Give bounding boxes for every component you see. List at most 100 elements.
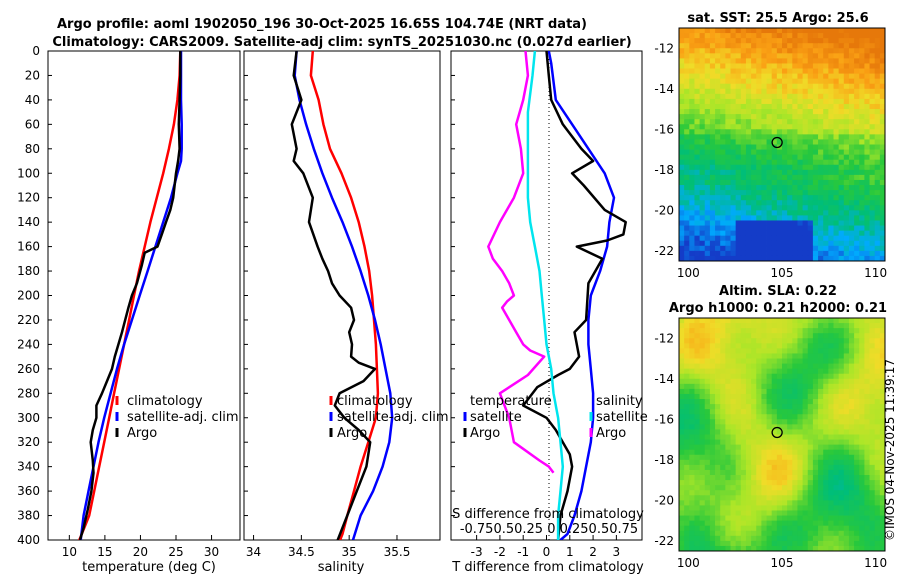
heatmap-cell — [720, 73, 726, 80]
heatmap-cell — [812, 490, 819, 496]
heatmap-cell — [823, 169, 829, 176]
heatmap-cell — [684, 144, 690, 150]
heatmap-cell — [864, 43, 870, 49]
heatmap-cell — [725, 515, 731, 522]
x-tick-label: 35 — [342, 545, 357, 559]
heatmap-cell — [735, 58, 742, 64]
heatmap-cell — [699, 399, 706, 405]
heatmap-cell — [735, 139, 742, 145]
heatmap-cell — [869, 98, 876, 105]
heatmap-cell — [869, 515, 876, 522]
heatmap-cell — [751, 469, 757, 476]
heatmap-cell — [818, 88, 824, 95]
heatmap-cell — [776, 545, 783, 551]
heatmap-cell — [848, 480, 855, 486]
heatmap-cell — [715, 240, 721, 247]
heatmap-cell — [823, 210, 829, 216]
heatmap-cell — [745, 475, 752, 481]
heatmap-cell — [756, 119, 762, 125]
heatmap-cell — [854, 469, 860, 476]
heatmap-cell — [689, 240, 695, 247]
heatmap-cell — [848, 38, 855, 44]
heatmap-cell — [869, 454, 876, 461]
t-difference-xlabel: T difference from climatology — [451, 560, 644, 575]
heatmap-cell — [745, 68, 752, 74]
heatmap-cell — [771, 114, 778, 120]
heatmap-cell — [818, 500, 824, 506]
heatmap-cell — [792, 520, 798, 527]
heatmap-cell — [720, 119, 726, 125]
heatmap-cell — [792, 368, 798, 375]
heatmap-cell — [709, 190, 716, 196]
heatmap-cell — [823, 358, 829, 364]
heatmap-cell — [838, 220, 845, 226]
heatmap-cell — [787, 48, 793, 54]
heatmap-cell — [838, 255, 845, 261]
heatmap-cell — [854, 164, 860, 171]
heatmap-cell — [812, 338, 819, 344]
heatmap-cell — [792, 103, 798, 110]
heatmap-cell — [859, 535, 865, 542]
heatmap-cell — [720, 103, 726, 110]
heatmap-cell — [730, 124, 737, 130]
heatmap-cell — [859, 368, 865, 375]
heatmap-cell — [879, 28, 885, 34]
heatmap-cell — [843, 495, 850, 501]
heatmap-cell — [761, 545, 767, 551]
heatmap-cell — [735, 434, 742, 440]
heatmap-cell — [704, 73, 711, 80]
heatmap-cell — [792, 179, 798, 186]
heatmap-cell — [735, 373, 742, 380]
heatmap-cell — [797, 464, 803, 471]
heatmap-cell — [792, 114, 798, 120]
heatmap-cell — [715, 383, 721, 390]
heatmap-cell — [879, 515, 885, 522]
heatmap-cell — [720, 530, 726, 537]
heatmap-cell — [766, 139, 773, 145]
heatmap-cell — [818, 144, 824, 150]
heatmap-cell — [725, 103, 731, 110]
heatmap-cell — [751, 399, 757, 405]
heatmap-cell — [874, 378, 881, 385]
heatmap-cell — [709, 33, 716, 39]
heatmap-cell — [740, 149, 747, 156]
heatmap-cell — [782, 164, 788, 171]
heatmap-cell — [730, 495, 737, 501]
heatmap-cell — [751, 459, 757, 466]
salinity-xlabel: salinity — [318, 560, 365, 575]
heatmap-cell — [689, 343, 695, 349]
heatmap-cell — [869, 195, 876, 201]
heatmap-cell — [725, 134, 731, 140]
heatmap-cell — [751, 353, 757, 359]
heatmap-cell — [859, 179, 865, 186]
heatmap-cell — [776, 240, 783, 247]
heatmap-cell — [679, 245, 685, 252]
heatmap-cell — [684, 103, 690, 110]
heatmap-cell — [684, 525, 690, 532]
heatmap-cell — [874, 220, 881, 226]
heatmap-cell — [874, 323, 881, 329]
depth-tick-label: 0 — [32, 44, 40, 58]
heatmap-cell — [792, 419, 798, 425]
heatmap-cell — [679, 363, 685, 370]
heatmap-cell — [771, 485, 778, 491]
heatmap-cell — [874, 338, 881, 344]
heatmap-cell — [859, 129, 865, 135]
heatmap-cell — [709, 88, 716, 95]
heatmap-cell — [864, 68, 870, 74]
heatmap-cell — [797, 28, 803, 34]
heatmap-cell — [694, 210, 700, 216]
heatmap-cell — [802, 383, 809, 390]
heatmap-cell — [699, 250, 706, 257]
heatmap-cell — [818, 53, 824, 59]
heatmap-cell — [756, 185, 762, 191]
heatmap-cell — [807, 48, 814, 54]
heatmap-cell — [874, 525, 881, 532]
heatmap-cell — [848, 185, 855, 191]
heatmap-cell — [720, 124, 726, 130]
heatmap-cell — [802, 200, 809, 206]
series-line-argo — [290, 51, 377, 540]
heatmap-cell — [751, 225, 757, 232]
heatmap-cell — [802, 328, 809, 334]
heatmap-cell — [689, 190, 695, 196]
